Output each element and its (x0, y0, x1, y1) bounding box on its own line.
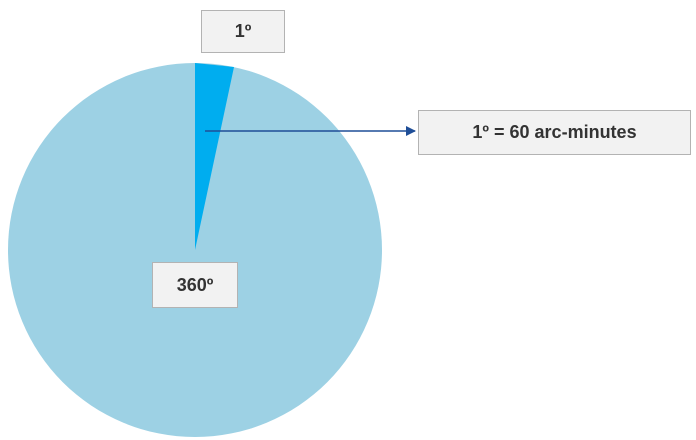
definition-label: 1º = 60 arc-minutes (418, 110, 691, 155)
whole-label: 360º (152, 262, 238, 308)
one-degree-slice (195, 63, 234, 250)
slice-label: 1º (201, 10, 285, 53)
